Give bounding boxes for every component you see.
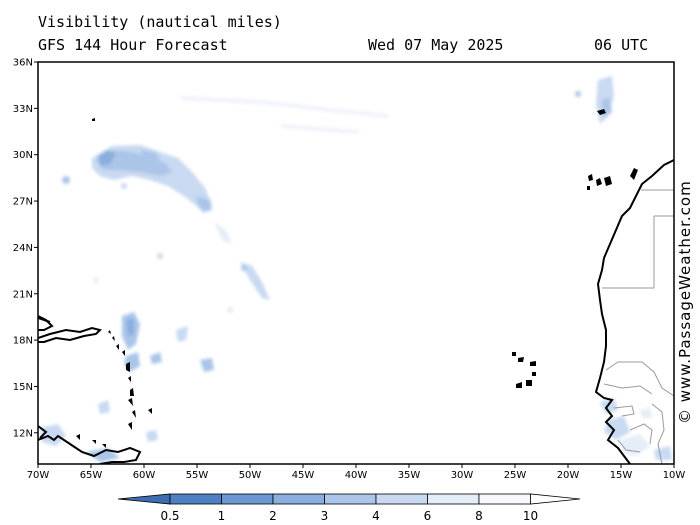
- lon-tick-label: 10W: [663, 470, 686, 481]
- colorbar-segment: [169, 493, 222, 505]
- lat-tick-label: 36N: [13, 58, 33, 69]
- land-outlines: [38, 109, 674, 464]
- map-title: Visibility (nautical miles): [38, 13, 282, 31]
- lon-tick-label: 30W: [451, 470, 474, 481]
- lat-tick-label: 30N: [13, 150, 33, 161]
- visibility-shading: [40, 76, 672, 462]
- colorbar-label: 8: [475, 509, 483, 523]
- visibility-colorbar: [117, 493, 581, 505]
- colorbar-label: 6: [424, 509, 432, 523]
- lon-tick-label: 60W: [133, 470, 156, 481]
- longitude-axis: 70W 65W 60W 55W 50W 45W 40W 35W 30W 25W 20W 15W 10W: [27, 464, 686, 481]
- lon-tick-label: 35W: [398, 470, 421, 481]
- colorbar-label: 1: [218, 509, 226, 523]
- colorbar-low-arrow: [117, 493, 171, 505]
- map-frame: [37, 61, 675, 465]
- colorbar-label: 4: [372, 509, 380, 523]
- colorbar-label: 2: [269, 509, 277, 523]
- colorbar-label: 10: [523, 509, 538, 523]
- lon-tick-label: 55W: [186, 470, 209, 481]
- lon-tick-label: 15W: [610, 470, 633, 481]
- colorbar-segment: [272, 493, 325, 505]
- lat-tick-label: 12N: [13, 428, 33, 439]
- latitude-axis: 36N 33N 30N 27N 24N 21N 18N 15N 12N: [13, 58, 38, 439]
- lon-tick-label: 70W: [27, 470, 50, 481]
- colorbar-labels: 0.5 1 2 3 4 6 8 10: [160, 509, 538, 523]
- lat-tick-label: 33N: [13, 104, 33, 115]
- lon-tick-label: 50W: [239, 470, 262, 481]
- lon-tick-label: 45W: [292, 470, 315, 481]
- colorbar-segment: [478, 493, 531, 505]
- colorbar-segment: [221, 493, 274, 505]
- lat-tick-label: 27N: [13, 197, 33, 208]
- lat-tick-label: 24N: [13, 243, 33, 254]
- credit-text: © www.PassageWeather.com: [676, 180, 694, 424]
- forecast-date: Wed 07 May 2025: [368, 36, 504, 54]
- lat-tick-label: 15N: [13, 382, 33, 393]
- lon-tick-label: 25W: [504, 470, 527, 481]
- colorbar-label: 0.5: [160, 509, 179, 523]
- lon-tick-label: 65W: [80, 470, 103, 481]
- lon-tick-label: 40W: [345, 470, 368, 481]
- lon-tick-label: 20W: [557, 470, 580, 481]
- lat-tick-label: 18N: [13, 336, 33, 347]
- colorbar-segment: [427, 493, 480, 505]
- lat-tick-label: 21N: [13, 289, 33, 300]
- forecast-subtitle: GFS 144 Hour Forecast: [38, 36, 228, 54]
- forecast-time: 06 UTC: [594, 36, 649, 54]
- colorbar-segment: [324, 493, 377, 505]
- colorbar-high-arrow: [530, 493, 581, 505]
- colorbar-label: 3: [321, 509, 329, 523]
- colorbar-segment: [375, 493, 428, 505]
